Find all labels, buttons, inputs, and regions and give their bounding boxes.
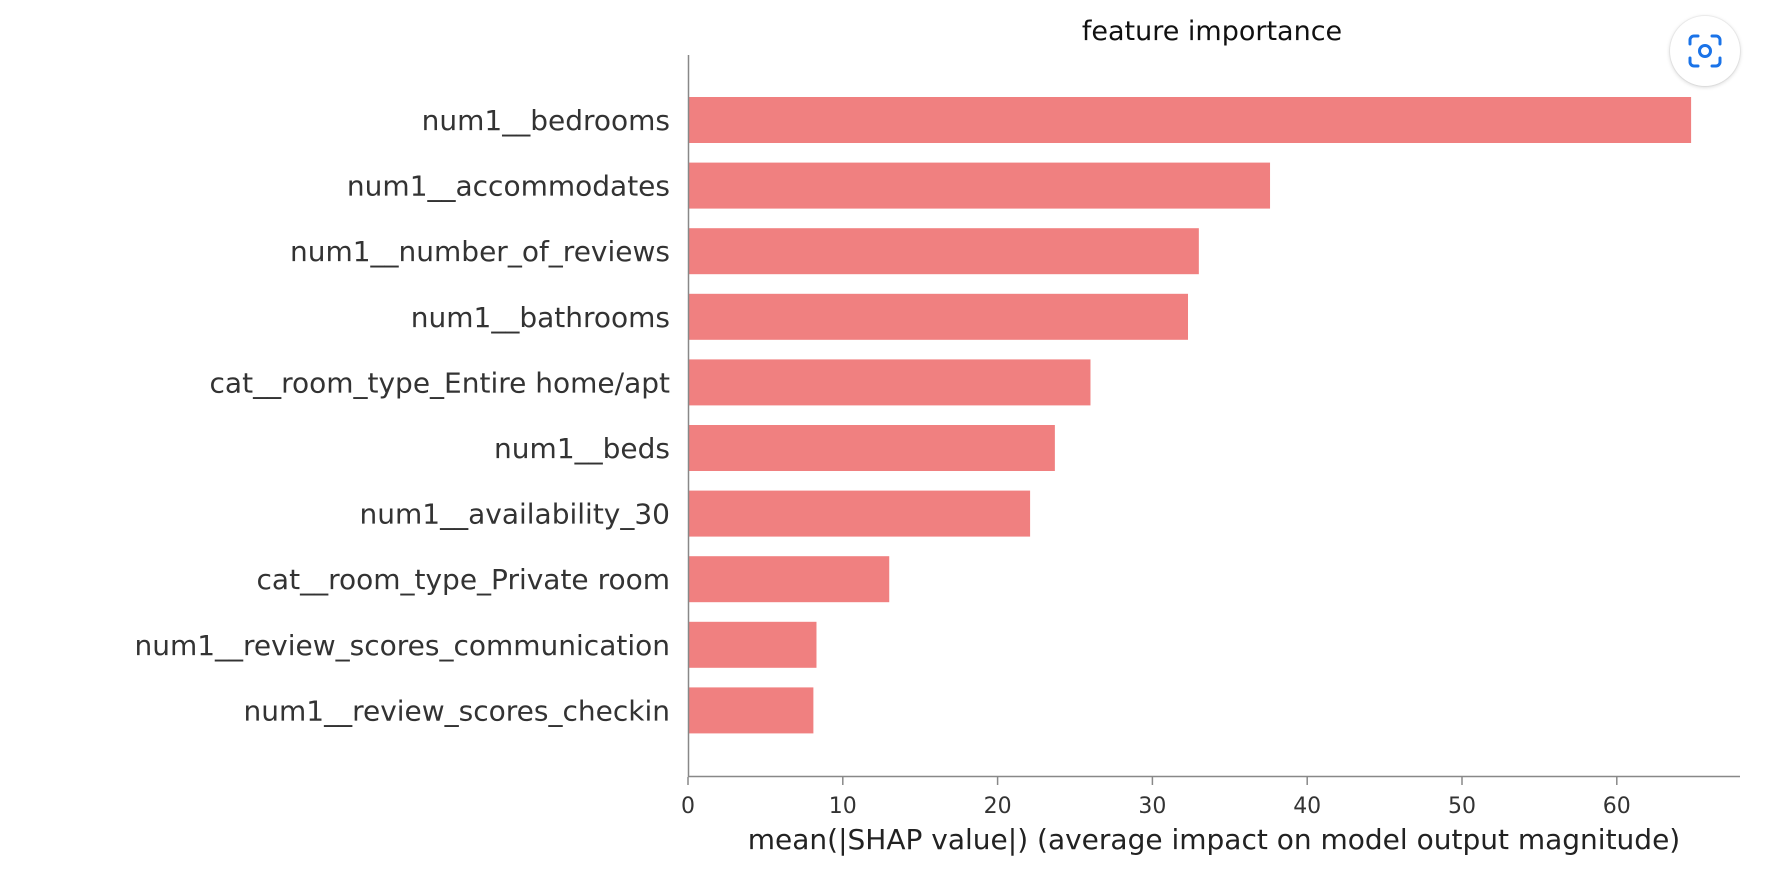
category-label-1: num1__accommodates (347, 170, 670, 203)
category-label-3: num1__bathrooms (411, 301, 670, 334)
bar-2 (688, 228, 1199, 275)
bar-8 (688, 621, 817, 668)
bar-1 (688, 162, 1271, 209)
x-tick-label-3: 30 (1138, 794, 1166, 819)
category-label-2: num1__number_of_reviews (290, 235, 670, 268)
bar-3 (688, 293, 1189, 340)
bar-5 (688, 425, 1055, 471)
x-tick-label-6: 60 (1603, 794, 1631, 819)
x-tick-label-2: 20 (984, 794, 1012, 819)
bar-0 (688, 97, 1692, 143)
bars-layer (688, 97, 1692, 734)
bar-6 (688, 490, 1031, 537)
category-label-6: num1__availability_30 (360, 498, 670, 531)
category-label-0: num1__bedrooms (422, 104, 670, 137)
x-tick-label-4: 40 (1293, 794, 1321, 819)
x-axis-ticks: 0 10 20 30 40 50 60 (681, 777, 1631, 819)
x-tick-label-5: 50 (1448, 794, 1476, 819)
bar-7 (688, 556, 890, 603)
category-label-9: num1__review_scores_checkin (243, 694, 670, 727)
x-tick-label-0: 0 (681, 794, 695, 819)
lens-search-button[interactable] (1670, 16, 1740, 86)
category-label-4: cat__room_type_Entire home/apt (210, 366, 670, 399)
chart-title: feature importance (1082, 16, 1342, 47)
x-tick-label-1: 10 (829, 794, 857, 819)
category-label-8: num1__review_scores_communication (134, 629, 670, 662)
category-labels: num1__bedrooms num1__accommodates num1__nu… (134, 104, 670, 727)
google-lens-icon (1688, 34, 1722, 68)
category-label-5: num1__beds (494, 432, 670, 465)
bar-9 (688, 687, 814, 734)
bar-4 (688, 359, 1091, 406)
x-axis-label: mean(|SHAP value|) (average impact on mo… (748, 823, 1680, 856)
category-label-7: cat__room_type_Private room (257, 563, 670, 596)
